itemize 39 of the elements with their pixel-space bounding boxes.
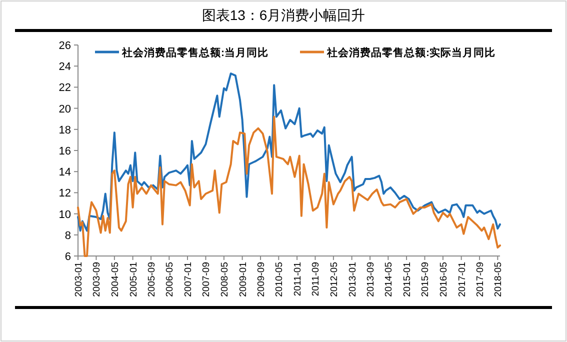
x-tick-label: 2005-01: [128, 262, 140, 297]
x-tick-label: 2003-09: [92, 262, 103, 297]
line-series: [77, 72, 501, 232]
y-tick-label: 10: [58, 208, 71, 221]
x-tick-label: 2011-01: [292, 262, 304, 296]
x-tick-label: 2014-05: [384, 262, 395, 297]
chart-title: 图表13：6月消费小幅回升: [202, 7, 366, 23]
x-tick-label: 2016-05: [438, 262, 450, 297]
x-tick-label: 2009-01: [238, 262, 249, 297]
y-tick-label: 20: [58, 103, 71, 116]
x-tick-label: 2017-01: [456, 262, 468, 297]
x-tick-label: 2013-09: [366, 262, 377, 297]
x-tick-label: 2009-09: [256, 262, 268, 297]
x-tick-label: 2015-09: [420, 262, 432, 297]
x-tick-label: 2012-05: [328, 262, 340, 297]
legend-label: 社会消费品零售总额:当月同比: [121, 46, 268, 59]
x-tick-label: 2007-01: [183, 262, 194, 297]
legend-label: 社会消费品零售总额:实际当月同比: [326, 46, 496, 59]
x-tick-label: 2011-09: [310, 262, 322, 296]
x-tick-label: 2008-05: [219, 262, 230, 297]
y-tick-label: 8: [64, 230, 71, 242]
y-tick-label: 24: [58, 61, 71, 74]
x-tick-label: 2013-01: [347, 262, 358, 297]
y-tick-label: 14: [58, 166, 71, 179]
y-tick-label: 16: [58, 146, 71, 158]
x-tick-label: 2007-09: [201, 262, 212, 297]
x-tick-label: 2017-09: [475, 262, 486, 297]
y-tick-label: 6: [64, 251, 71, 263]
x-tick-label: 2004-05: [110, 262, 121, 297]
x-tick-label: 2003-01: [74, 262, 84, 297]
y-tick-label: 12: [58, 188, 71, 200]
x-tick-label: 2018-05: [493, 262, 504, 297]
x-tick-label: 2006-05: [164, 262, 176, 297]
x-tick-label: 2015-01: [402, 262, 414, 297]
y-tick-label: 26: [58, 40, 71, 52]
x-tick-label: 2005-09: [146, 262, 158, 297]
y-tick-label: 18: [58, 124, 71, 136]
y-tick-label: 22: [58, 82, 71, 94]
x-tick-label: 2010-05: [274, 262, 286, 297]
